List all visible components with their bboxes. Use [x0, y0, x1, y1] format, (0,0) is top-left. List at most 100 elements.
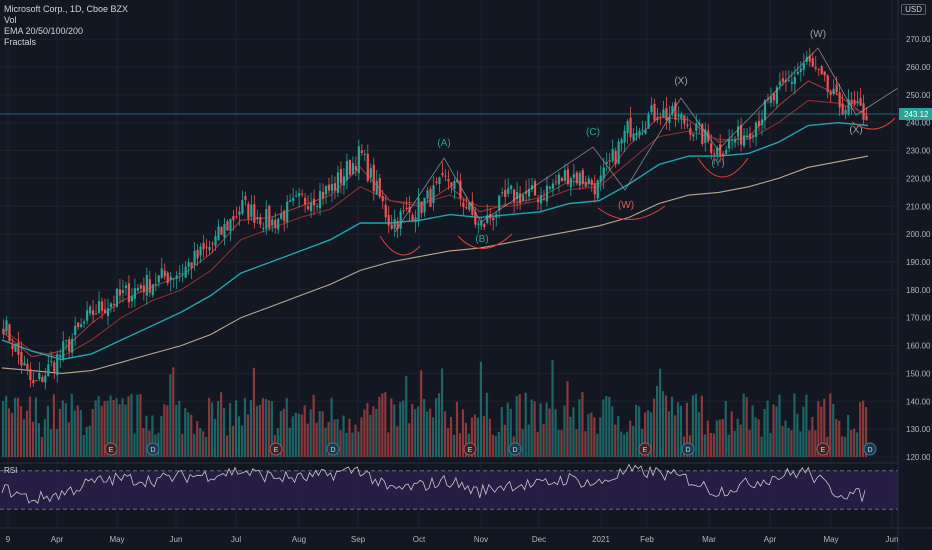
wave-curve: [697, 157, 749, 178]
volume-bar: [658, 368, 662, 457]
candle-body: [686, 124, 689, 126]
volume-bar: [742, 393, 745, 457]
candle-body: [474, 211, 477, 225]
volume-bar: [46, 405, 49, 457]
candle-body: [632, 133, 635, 141]
candle-body: [333, 183, 337, 191]
candle-body: [363, 153, 366, 155]
event-marker: [463, 442, 477, 456]
candle-body: [53, 362, 56, 372]
volume-bar: [399, 402, 402, 457]
candle-body: [411, 214, 414, 221]
volume-bar: [76, 405, 79, 457]
candle-body: [593, 183, 596, 195]
candle-body: [841, 103, 844, 115]
volume-bar: [856, 432, 859, 457]
volume-bar: [366, 403, 369, 457]
currency-label[interactable]: USD: [901, 4, 926, 15]
volume-bar: [575, 429, 578, 457]
candle-body: [387, 214, 390, 226]
wave-label: (W): [810, 29, 826, 40]
volume-bar: [611, 406, 614, 457]
symbol-title[interactable]: Microsoft Corp., 1D, Cboe BZX: [4, 4, 129, 14]
candle-body: [41, 377, 44, 383]
candle-body: [44, 375, 47, 383]
volume-bar: [470, 417, 474, 457]
volume-bar: [841, 436, 844, 457]
candle-body: [850, 99, 853, 105]
volume-bar: [727, 434, 730, 457]
fractals-indicator-label[interactable]: Fractals: [4, 37, 37, 47]
candle-body: [351, 162, 354, 175]
candle-body: [118, 289, 122, 296]
volume-bar: [336, 419, 339, 457]
candle-body: [742, 135, 746, 146]
volume-bar: [673, 415, 677, 457]
candle-body: [271, 219, 274, 226]
time-axis[interactable]: 9 Apr May Jun Jul Aug Sep Oct Nov Dec 2021 Feb Mar Ap…: [0, 527, 932, 544]
candle-body: [77, 322, 80, 328]
candle-body: [569, 178, 572, 188]
candle-body: [5, 320, 8, 332]
candle-body: [127, 283, 131, 303]
volume-bar: [808, 430, 811, 457]
candle-body: [154, 283, 157, 285]
volume-bar: [608, 396, 611, 457]
volume-bar: [784, 420, 787, 457]
volume-bar: [4, 395, 8, 457]
candle-body: [501, 192, 504, 194]
time-tick-label: Sep: [351, 535, 366, 544]
candle-body: [318, 191, 322, 209]
volume-bar: [581, 392, 584, 457]
volume-indicator-label[interactable]: Vol: [4, 15, 17, 25]
event-marker-label: E: [274, 447, 279, 454]
candle-body: [265, 209, 268, 229]
candle-body: [533, 181, 537, 196]
volume-bar: [757, 419, 760, 457]
candle-body: [157, 275, 160, 283]
ema-indicator-label[interactable]: EMA 20/50/100/200: [4, 26, 84, 36]
candle-body: [83, 321, 86, 324]
price-tick-label: 270.00: [906, 35, 931, 44]
rsi-label[interactable]: RSI: [4, 466, 17, 475]
volume-bar: [55, 429, 58, 457]
candle-body: [59, 355, 62, 358]
candle-body: [62, 341, 65, 360]
candle-body: [402, 210, 405, 212]
candle-body: [536, 199, 540, 203]
candle-body: [181, 273, 184, 275]
candle-body: [614, 150, 617, 164]
candle-body: [250, 204, 253, 217]
price-tick-label: 130.00: [906, 425, 931, 434]
event-marker-label: D: [685, 447, 690, 454]
volume-bar: [835, 418, 838, 457]
candle-body: [527, 189, 531, 197]
volume-bar: [700, 395, 703, 457]
volume-bar: [844, 436, 847, 457]
volume-bar: [142, 428, 145, 457]
volume-bar: [363, 409, 366, 457]
candle-body: [256, 217, 259, 219]
volume-bar: [590, 412, 593, 457]
candle-body: [20, 352, 23, 366]
candle-body: [354, 166, 357, 171]
candle-body: [808, 55, 811, 62]
volume-bar: [641, 428, 644, 457]
volume-bar: [446, 428, 450, 457]
volume-bar: [16, 397, 20, 457]
wave-label: (B): [475, 234, 488, 245]
volume-bar: [252, 367, 256, 457]
candle-body: [623, 130, 626, 143]
volume-bar: [333, 419, 336, 457]
candle-body: [644, 129, 647, 134]
volume-bar: [712, 433, 715, 457]
price-axis[interactable]: 270.00 260.00 250.00 240.00 230.00 220.00 210.…: [897, 0, 932, 550]
candle-body: [97, 301, 101, 314]
candle-body: [477, 223, 480, 225]
volume-bar: [458, 433, 462, 457]
volume-bar: [823, 398, 826, 457]
event-marker-label: D: [512, 447, 517, 454]
volume-bar: [853, 428, 856, 457]
candle-body: [832, 88, 835, 94]
